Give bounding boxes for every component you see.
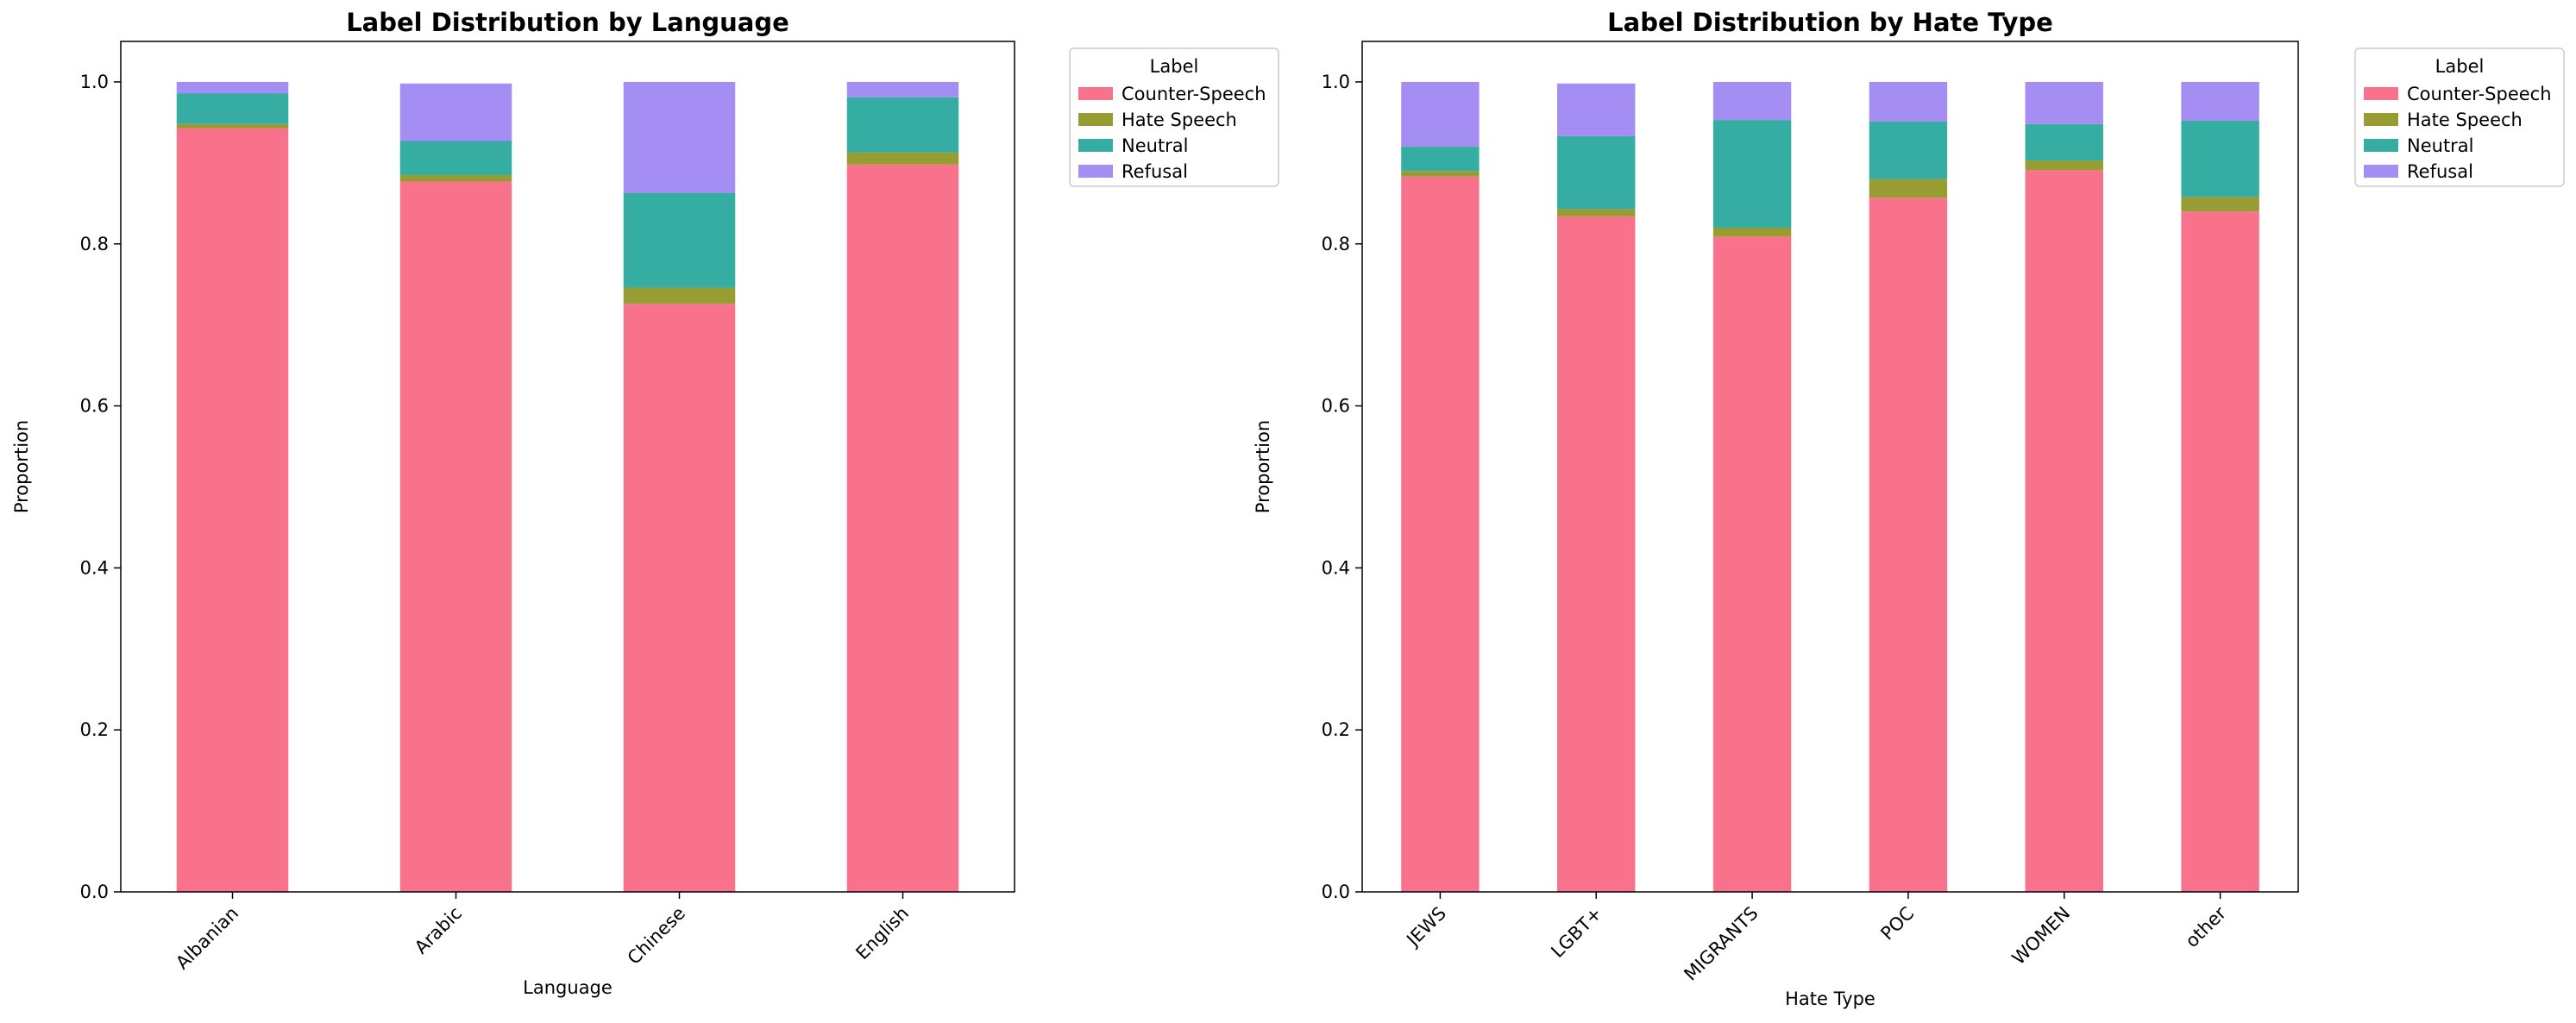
bar-neutral-migrants — [1712, 120, 1792, 228]
legend-label-hate-speech: Hate Speech — [2407, 110, 2523, 130]
y-tick-label: 0.0 — [1322, 882, 1350, 902]
y-tick-label: 0.8 — [1322, 234, 1350, 254]
chart-panel-1: 0.0 0.2 0.4 0.6 0.8 1.0 Albanian Arabic Chinese E… — [11, 8, 1279, 998]
legend-label-neutral: Neutral — [1122, 135, 1189, 156]
bar-hate-speech-women — [2025, 160, 2103, 171]
bar-counter-speech-chinese — [623, 304, 736, 892]
bar-neutral-women — [2025, 123, 2103, 161]
bar-counter-speech-lgbt — [1557, 216, 1636, 892]
y-tick-label: 0.4 — [80, 557, 109, 578]
plot-frame — [1361, 41, 2299, 893]
y-axis-label: Proportion — [11, 420, 32, 513]
bar-hate-speech-albanian — [176, 123, 289, 129]
legend-label-neutral: Neutral — [2407, 135, 2474, 156]
legend-label-counter-speech: Counter-Speech — [1122, 84, 1266, 104]
bar-counter-speech-arabic — [399, 181, 512, 893]
chart-title: Label Distribution by Hate Type — [1607, 8, 2053, 37]
bar-counter-speech-women — [2025, 170, 2103, 892]
bars — [176, 81, 959, 893]
bar-counter-speech-other — [2181, 211, 2259, 892]
legend-label-counter-speech: Counter-Speech — [2407, 84, 2552, 104]
bar-neutral-arabic — [399, 141, 512, 175]
legend: Label Counter-Speech Hate Speech Neutral Ref… — [1069, 47, 1279, 187]
y-tick-label: 0.6 — [80, 396, 109, 417]
x-tick-label-migrants: MIGRANTS — [1680, 903, 1762, 985]
x-tick-label-jews: JEWS — [1402, 903, 1450, 951]
legend-swatch-refusal — [1078, 165, 1113, 178]
bar-refusal-albanian — [176, 81, 289, 94]
bar-refusal-women — [2025, 81, 2103, 124]
bar-hate-speech-arabic — [399, 174, 512, 182]
bar-counter-speech-jews — [1401, 176, 1480, 893]
legend-swatch-hate-speech — [2364, 113, 2398, 126]
bar-refusal-lgbt — [1557, 83, 1636, 136]
bar-hate-speech-english — [846, 152, 959, 165]
legend-box — [1069, 47, 1279, 187]
bar-neutral-other — [2181, 121, 2259, 198]
bar-neutral-jews — [1401, 147, 1480, 172]
x-axis-label: Hate Type — [1785, 988, 1875, 1009]
bar-counter-speech-english — [846, 164, 959, 893]
bar-refusal-migrants — [1712, 81, 1792, 121]
legend-label-hate-speech: Hate Speech — [1122, 110, 1237, 130]
legend-label-refusal: Refusal — [1122, 161, 1188, 182]
plot-frame — [120, 41, 1015, 893]
bar-hate-speech-lgbt — [1557, 209, 1636, 217]
bar-counter-speech-migrants — [1712, 236, 1792, 892]
x-tick-label-english: English — [851, 903, 913, 964]
legend-box — [2354, 47, 2565, 187]
x-tick-label-arabic: Arabic — [411, 903, 466, 958]
legend-swatch-neutral — [1078, 139, 1113, 152]
chart-panel-2: 0.0 0.2 0.4 0.6 0.8 1.0 JEWS LGBT+ MIGRANTS POC WO… — [1253, 8, 2565, 1009]
x-tick-label-lgbt: LGBT+ — [1547, 903, 1605, 962]
bar-hate-speech-poc — [1869, 179, 1948, 198]
bar-hate-speech-other — [2181, 197, 2259, 212]
legend-title: Label — [2435, 56, 2485, 77]
bar-hate-speech-jews — [1401, 171, 1480, 177]
bar-refusal-chinese — [623, 81, 736, 193]
x-tick-label-chinese: Chinese — [624, 903, 689, 969]
bars — [1401, 81, 2259, 893]
x-tick-label-poc: POC — [1876, 903, 1918, 945]
y-tick-label: 0.6 — [1322, 396, 1350, 417]
y-tick-label: 0.8 — [80, 234, 109, 254]
y-tick-label: 0.2 — [80, 719, 109, 740]
legend-title: Label — [1150, 56, 1199, 77]
legend-label-refusal: Refusal — [2407, 161, 2473, 182]
legend-swatch-refusal — [2364, 165, 2398, 178]
legend-swatch-neutral — [2364, 139, 2398, 152]
x-axis-label: Language — [523, 977, 613, 998]
legend-swatch-counter-speech — [2364, 87, 2398, 100]
bar-counter-speech-poc — [1869, 198, 1948, 892]
legend-swatch-counter-speech — [1078, 87, 1113, 100]
bar-counter-speech-albanian — [176, 128, 289, 892]
x-tick-label-women: WOMEN — [2008, 903, 2075, 970]
bar-hate-speech-chinese — [623, 287, 736, 304]
bar-refusal-other — [2181, 81, 2259, 122]
legend-swatch-hate-speech — [1078, 113, 1113, 126]
y-axis-label: Proportion — [1253, 420, 1273, 513]
bar-refusal-jews — [1401, 81, 1480, 147]
y-tick-label: 0.2 — [1322, 719, 1350, 740]
chart-title: Label Distribution by Language — [346, 8, 789, 37]
bar-neutral-lgbt — [1557, 135, 1636, 210]
bar-refusal-english — [846, 81, 959, 97]
bar-hate-speech-migrants — [1712, 227, 1792, 237]
bar-refusal-arabic — [399, 83, 512, 141]
bar-neutral-albanian — [176, 93, 289, 124]
y-tick-label: 0.4 — [1322, 557, 1350, 578]
y-tick-label: 0.0 — [80, 882, 109, 902]
x-tick-label-other: other — [2182, 902, 2231, 951]
bar-neutral-chinese — [623, 192, 736, 288]
bar-neutral-poc — [1869, 121, 1948, 179]
y-tick-label: 1.0 — [1322, 72, 1350, 92]
legend: Label Counter-Speech Hate Speech Neutral Ref… — [2354, 47, 2565, 187]
x-tick-label-albanian: Albanian — [172, 903, 242, 974]
y-tick-label: 1.0 — [80, 72, 109, 92]
bar-neutral-english — [846, 97, 959, 153]
bar-refusal-poc — [1869, 81, 1948, 122]
